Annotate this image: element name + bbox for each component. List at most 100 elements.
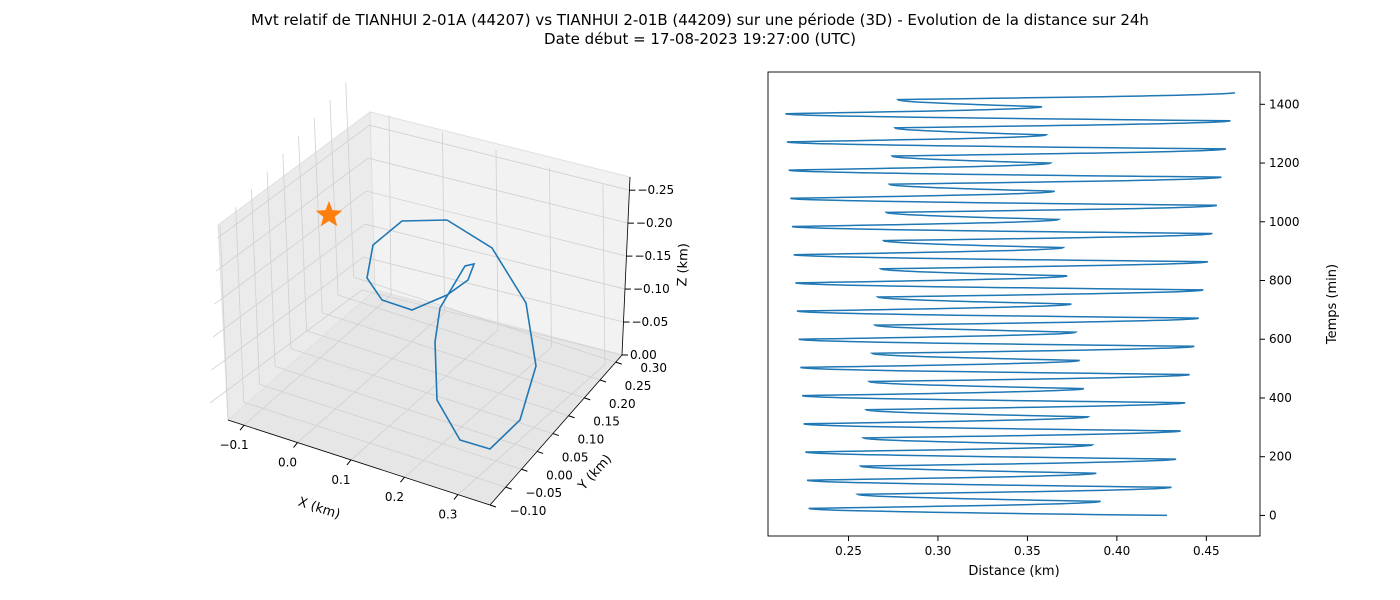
- grid-y-left-3: [266, 171, 276, 367]
- z-tick-label-5: −0.25: [637, 183, 674, 197]
- origin-star-marker: [315, 201, 343, 227]
- grid-y-left-7: [329, 99, 339, 296]
- y-tick-label-7: 0.25: [625, 379, 652, 393]
- grid-z-left-4: [215, 157, 369, 272]
- grid-y-1: [243, 401, 506, 488]
- y-ticks: 0 200 400 600 800 1000 1200 1400: [1260, 97, 1300, 522]
- y-tick-label-5: 0.15: [593, 415, 620, 429]
- x-tick-label-2d-3: 0.40: [1104, 544, 1131, 558]
- y-tick-0: [489, 504, 497, 508]
- grid-y-4: [290, 348, 553, 434]
- grid-y-left-2: [251, 189, 260, 385]
- grid-x-back-2: [495, 149, 499, 330]
- z-axis-label: Z (km): [675, 243, 692, 287]
- x-tick-label-3: 0.2: [385, 490, 404, 504]
- grid-x-4: [457, 364, 606, 495]
- grid-y-7: [337, 294, 601, 381]
- grid-z-left-3: [214, 190, 367, 305]
- x-tick-label-2d-1: 0.30: [925, 544, 952, 558]
- grid-y-2: [259, 383, 522, 470]
- y-tick-5: [568, 415, 575, 419]
- y-tick-label-2d-6: 1200: [1269, 156, 1300, 170]
- x-ticks: 0.25 0.30 0.35 0.40 0.45: [835, 536, 1220, 558]
- y-tick-6: [584, 397, 591, 401]
- grid-z-left-2: [212, 223, 366, 338]
- y-tick-label-2d-2: 400: [1269, 391, 1292, 405]
- x-tick-0: [239, 424, 245, 431]
- grid-y-left-6: [313, 117, 323, 313]
- grid-z-left-5: [217, 124, 370, 239]
- z-tick-label-4: −0.20: [636, 216, 673, 230]
- figure-title-line1: Mvt relatif de TIANHUI 2-01A (44207) vs …: [251, 11, 1149, 29]
- grid-x-back-1: [442, 132, 445, 313]
- x-axis-line: [227, 419, 491, 506]
- z-tick-label-1: −0.05: [631, 315, 668, 329]
- trajectory-line: [366, 219, 537, 450]
- grid-y-left-8: [345, 82, 355, 278]
- y-tick-label-2d-5: 1000: [1269, 215, 1300, 229]
- z-tick-label-3: −0.15: [634, 249, 671, 263]
- grid-z-0: [361, 289, 623, 356]
- y-tick-label-2d-7: 1400: [1269, 97, 1300, 111]
- y-tick-label-0: −0.10: [510, 504, 547, 518]
- ticks-3d: −0.1 0.0 0.1 0.2 0.3 −0.10 −0.05 0.00 0.05 0.10 0.…: [219, 183, 674, 521]
- grid-y-6: [322, 312, 585, 399]
- y-tick-1: [505, 486, 512, 490]
- y-tick-8: [615, 361, 622, 365]
- grid-x-back-0: [388, 115, 392, 296]
- grid-z-5: [369, 124, 630, 191]
- x-tick-label-2d-4: 0.45: [1193, 544, 1220, 558]
- grid-x-3: [404, 346, 552, 478]
- x-tick-label-4: 0.3: [438, 508, 457, 522]
- y-axis-label-2d: Temps (min): [1325, 264, 1340, 345]
- y-tick-3: [536, 450, 544, 454]
- grid-z-3: [366, 190, 627, 257]
- grid-y-left-1: [235, 207, 245, 403]
- y-tick-2: [521, 468, 528, 472]
- grid-3d: [209, 82, 630, 506]
- z-axis-line: [621, 176, 631, 356]
- grid-x-1: [297, 312, 445, 443]
- x-tick-label-2: 0.1: [331, 473, 350, 487]
- x-tick-label-1: 0.0: [278, 456, 297, 470]
- grid-y-left-0: [219, 224, 229, 421]
- y-tick-label-2d-0: 0: [1269, 508, 1277, 522]
- grid-y-3: [275, 366, 538, 452]
- grid-y-left-4: [282, 153, 292, 349]
- distance-series-line: [785, 91, 1236, 517]
- x-axis-label: X (km): [296, 495, 342, 523]
- z-tick-label-0: 0.00: [630, 348, 657, 362]
- y-tick-label-6: 0.20: [609, 397, 636, 411]
- grid-y-left-5: [298, 135, 307, 331]
- grid-z-2: [364, 223, 626, 290]
- y-tick-label-1: −0.05: [525, 486, 562, 500]
- x-tick-4: [453, 494, 459, 500]
- x-axis-label-2d: Distance (km): [968, 564, 1059, 579]
- plot-area-frame: [767, 71, 1261, 537]
- grid-x-back-3: [549, 167, 552, 348]
- y-tick-label-3: 0.05: [562, 450, 589, 464]
- chart-distance-vs-time: 0.25 0.30 0.35 0.40 0.45 0 200 400 600 800 1000 12…: [767, 71, 1340, 579]
- grid-y-8: [353, 276, 616, 363]
- y-tick-7: [599, 379, 607, 383]
- chart-3d-trajectory: −0.1 0.0 0.1 0.2 0.3 −0.10 −0.05 0.00 0.05 0.10 0.…: [209, 82, 692, 523]
- figure-title-line2: Date début = 17-08-2023 19:27:00 (UTC): [544, 30, 856, 48]
- x-tick-1: [293, 442, 298, 448]
- y-tick-label-2d-4: 800: [1269, 274, 1292, 288]
- grid-z-left-1: [211, 256, 364, 371]
- y-tick-label-2: 0.00: [546, 468, 573, 482]
- y-tick-label-2d-1: 200: [1269, 450, 1292, 464]
- x-tick-3: [400, 476, 405, 483]
- grid-x-back-4: [602, 184, 606, 365]
- grid-x-2: [350, 329, 499, 461]
- x-tick-label-0: −0.1: [219, 438, 248, 452]
- grid-z-1: [363, 256, 624, 323]
- grid-z-left-0: [209, 289, 363, 404]
- grid-z-4: [367, 157, 629, 224]
- grid-x-0: [243, 294, 392, 426]
- y-tick-label-8: 0.30: [640, 361, 667, 375]
- x-tick-label-2d-2: 0.35: [1014, 544, 1041, 558]
- x-tick-2: [346, 459, 352, 466]
- y-tick-4: [552, 433, 560, 437]
